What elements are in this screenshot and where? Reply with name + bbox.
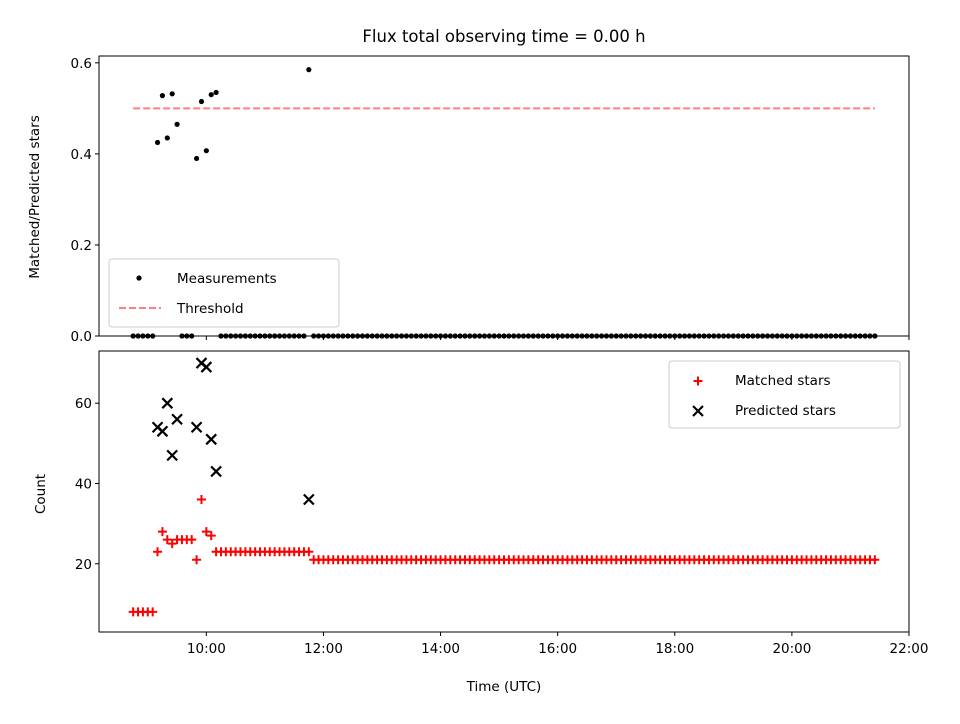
predicted-star-point bbox=[161, 397, 174, 409]
matched-star-point bbox=[157, 527, 167, 537]
predicted-star-point bbox=[200, 361, 213, 373]
measurement-point bbox=[154, 139, 161, 146]
measurement-point bbox=[203, 148, 209, 154]
legend-measurements-label: Measurements bbox=[177, 271, 277, 287]
matched-star-point bbox=[148, 607, 158, 617]
bottom-x-tick-label: 14:00 bbox=[421, 641, 460, 657]
measurement-point bbox=[198, 98, 205, 105]
bottom-y-tick-label: 40 bbox=[75, 476, 92, 492]
top-panel: 0.0 0.2 0.4 0.6 Measurements Threshold bbox=[71, 55, 910, 345]
measurement-point bbox=[169, 91, 175, 97]
figure-title: Flux total observing time = 0.00 h bbox=[362, 27, 645, 46]
predicted-star-point bbox=[171, 413, 183, 426]
measurement-point bbox=[164, 135, 170, 141]
predicted-star-point bbox=[303, 493, 315, 506]
bottom-legend: Matched stars Predicted stars bbox=[668, 360, 901, 429]
predicted-star-point bbox=[205, 433, 218, 446]
bottom-panel: 20 40 60 10:00 12:00 14:00 16:00 18:00 20:00 22:0… bbox=[75, 350, 929, 657]
legend-matched-label: Matched stars bbox=[735, 373, 831, 389]
predicted-star-point bbox=[190, 421, 203, 434]
measurement-point bbox=[174, 121, 180, 127]
bottom-y-tick-label: 20 bbox=[75, 557, 92, 573]
matched-star-point bbox=[201, 527, 211, 537]
bottom-x-tick-label: 22:00 bbox=[890, 641, 929, 657]
measurement-point bbox=[306, 67, 312, 73]
matched-star-point bbox=[206, 531, 216, 541]
matched-star-point bbox=[192, 555, 202, 565]
bottom-y-axis-label: Count bbox=[33, 474, 49, 514]
top-y-axis-label: Matched/Predicted stars bbox=[27, 115, 43, 278]
legend-threshold-label: Threshold bbox=[176, 301, 244, 317]
legend-predicted-marker bbox=[692, 405, 704, 417]
matched-star-point bbox=[162, 535, 172, 545]
top-y-tick-label: 0.6 bbox=[71, 56, 92, 72]
measurement-point bbox=[213, 89, 219, 96]
top-y-tick-label: 0.4 bbox=[71, 147, 92, 163]
legend-matched-marker bbox=[693, 376, 703, 386]
bottom-plot-data bbox=[128, 357, 880, 617]
bottom-x-axis-label: Time (UTC) bbox=[466, 679, 542, 695]
bottom-x-tick-label: 18:00 bbox=[655, 641, 694, 657]
matched-star-point bbox=[167, 539, 177, 549]
bottom-x-tick-label: 12:00 bbox=[304, 641, 343, 657]
top-y-tick-label: 0.2 bbox=[71, 238, 92, 254]
predicted-star-point bbox=[156, 425, 169, 438]
bottom-y-tick-label: 60 bbox=[75, 396, 92, 412]
legend-measurement-marker bbox=[136, 275, 142, 281]
matched-star-point bbox=[153, 547, 163, 557]
matched-star-point bbox=[196, 495, 206, 505]
matched-star-point bbox=[870, 555, 880, 565]
predicted-star-point bbox=[166, 449, 178, 462]
top-y-tick-label: 0.0 bbox=[71, 329, 92, 345]
legend-predicted-label: Predicted stars bbox=[735, 403, 836, 419]
bottom-axes-frame bbox=[98, 350, 910, 633]
matched-star-point bbox=[299, 547, 309, 557]
bottom-x-tick-label: 10:00 bbox=[187, 641, 226, 657]
top-legend: Measurements Threshold bbox=[108, 258, 340, 328]
legend-box bbox=[108, 258, 340, 328]
legend-box bbox=[668, 360, 901, 429]
measurement-point bbox=[208, 92, 214, 98]
bottom-x-tick-label: 20:00 bbox=[772, 641, 811, 657]
predicted-star-point bbox=[210, 465, 222, 478]
matched-star-point bbox=[187, 535, 197, 545]
bottom-x-tick-label: 16:00 bbox=[538, 641, 577, 657]
top-axes-frame bbox=[98, 55, 910, 337]
measurement-point bbox=[193, 155, 200, 162]
measurement-point bbox=[159, 93, 166, 99]
